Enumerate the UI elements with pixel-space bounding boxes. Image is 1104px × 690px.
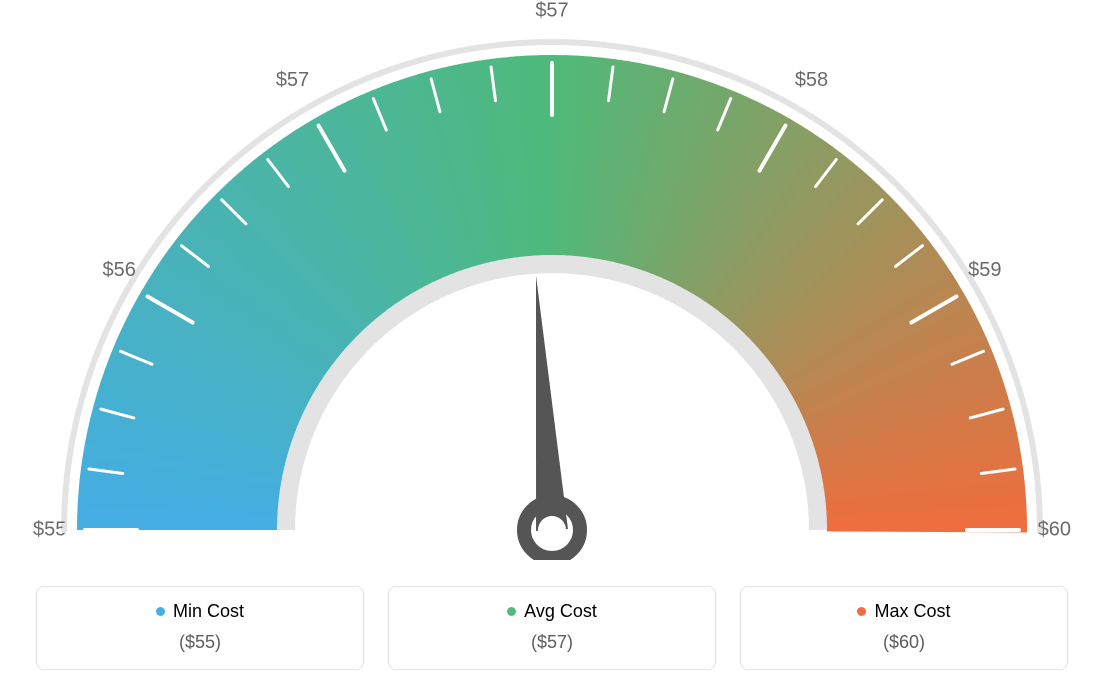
legend-dot-avg — [507, 607, 516, 616]
legend-row: Min Cost ($55) Avg Cost ($57) Max Cost (… — [36, 586, 1068, 670]
svg-text:$58: $58 — [795, 69, 828, 91]
svg-text:$56: $56 — [103, 259, 136, 281]
legend-label-avg: Avg Cost — [524, 601, 597, 622]
legend-dot-min — [156, 607, 165, 616]
legend-label-max: Max Cost — [874, 601, 950, 622]
svg-text:$57: $57 — [276, 69, 309, 91]
legend-value-min: ($55) — [37, 632, 363, 653]
svg-text:$59: $59 — [968, 259, 1001, 281]
legend-card-avg: Avg Cost ($57) — [388, 586, 716, 670]
gauge-area: $55$56$57$57$58$59$60 — [0, 0, 1104, 560]
gauge-svg: $55$56$57$57$58$59$60 — [0, 0, 1104, 560]
legend-title-max: Max Cost — [857, 601, 950, 622]
legend-value-max: ($60) — [741, 632, 1067, 653]
legend-title-avg: Avg Cost — [507, 601, 597, 622]
legend-card-max: Max Cost ($60) — [740, 586, 1068, 670]
legend-value-avg: ($57) — [389, 632, 715, 653]
cost-gauge-chart: $55$56$57$57$58$59$60 Min Cost ($55) Avg… — [0, 0, 1104, 690]
legend-card-min: Min Cost ($55) — [36, 586, 364, 670]
legend-dot-max — [857, 607, 866, 616]
svg-text:$57: $57 — [535, 0, 568, 21]
legend-title-min: Min Cost — [156, 601, 244, 622]
legend-label-min: Min Cost — [173, 601, 244, 622]
